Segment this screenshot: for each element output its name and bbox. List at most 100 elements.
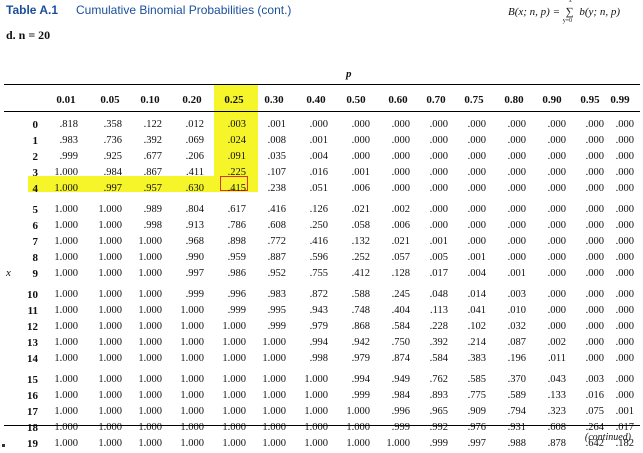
table-cell: .000 — [547, 236, 566, 247]
table-cell: .001 — [309, 135, 328, 146]
table-cell: 1.000 — [54, 438, 78, 449]
table-cell: .000 — [585, 305, 604, 316]
table-cell: .000 — [615, 390, 634, 401]
table-cell: .252 — [351, 252, 370, 263]
table-cell: .000 — [615, 337, 634, 348]
table-cell: .596 — [309, 252, 328, 263]
row-x-value: 16 — [27, 390, 38, 402]
row-x-value: 2 — [32, 151, 39, 163]
table-cell: .000 — [467, 183, 486, 194]
table-cell: .984 — [103, 167, 122, 178]
table-cell: .000 — [547, 289, 566, 300]
table-cell: .000 — [507, 220, 526, 231]
table-cell: 1.000 — [98, 220, 122, 231]
table-cell: 1.000 — [304, 406, 328, 417]
table-cell: 1.000 — [262, 390, 286, 401]
table-cell: .001 — [351, 167, 370, 178]
table-cell: .000 — [615, 183, 634, 194]
continued-note: (continued) — [584, 432, 631, 443]
table-cell: .762 — [429, 374, 448, 385]
table-cell: .984 — [391, 390, 410, 401]
table-cell: .000 — [615, 236, 634, 247]
table-cell: .585 — [467, 374, 486, 385]
table-cell: .412 — [351, 268, 370, 279]
table-cell: .001 — [467, 252, 486, 263]
table-cell: 1.000 — [98, 390, 122, 401]
p-header-cell: 0.01 — [56, 94, 76, 106]
row-x-value: 10 — [27, 289, 38, 301]
table-cell: 1.000 — [98, 406, 122, 417]
table-cell: 1.000 — [54, 268, 78, 279]
table-cell: .051 — [309, 183, 328, 194]
table-cell: .005 — [429, 252, 448, 263]
table-cell: .228 — [429, 321, 448, 332]
table-cell: .021 — [391, 236, 410, 247]
table-cell: .868 — [351, 321, 370, 332]
table-cell: .617 — [227, 204, 246, 215]
table-cell: .878 — [547, 438, 566, 449]
table-cell: 1.000 — [138, 406, 162, 417]
table-cell: .000 — [547, 204, 566, 215]
table-cell: .996 — [227, 289, 246, 300]
row-x-value: 3 — [32, 167, 39, 179]
table-cell: .411 — [186, 167, 204, 178]
row-x-value: 18 — [27, 422, 38, 434]
table-cell: .000 — [615, 220, 634, 231]
table-cell: 1.000 — [304, 438, 328, 449]
table-cell: .091 — [227, 151, 246, 162]
table-cell: .736 — [103, 135, 122, 146]
row-x-value: 8 — [32, 252, 39, 264]
row-x-value: 11 — [27, 305, 38, 317]
table-cell: .001 — [615, 406, 634, 417]
table-cell: .000 — [467, 167, 486, 178]
table-cell: 1.000 — [54, 236, 78, 247]
table-cell: 1.000 — [262, 374, 286, 385]
table-cell: 1.000 — [180, 374, 204, 385]
table-cell: 1.000 — [54, 183, 78, 194]
table-cell: 1.000 — [54, 422, 78, 433]
table-cell: 1.000 — [98, 204, 122, 215]
table-cell: .057 — [391, 252, 410, 263]
table-cell: .058 — [351, 220, 370, 231]
table-cell: .415 — [227, 183, 246, 194]
table-cell: 1.000 — [180, 353, 204, 364]
table-cell: .997 — [103, 183, 122, 194]
formula-lhs: B(x; n, p) = — [508, 6, 561, 18]
table-cell: .997 — [185, 268, 204, 279]
p-header-cell: 0.05 — [100, 94, 120, 106]
table-cell: 1.000 — [386, 438, 410, 449]
table-label: Table A.1 — [6, 3, 59, 17]
table-cell: .999 — [351, 390, 370, 401]
table-cell: .000 — [429, 183, 448, 194]
sigma-lower: y=0 — [562, 18, 573, 24]
table-cell: .000 — [507, 204, 526, 215]
table-cell: .012 — [185, 119, 204, 130]
table-cell: .225 — [227, 167, 246, 178]
table-cell: 1.000 — [180, 438, 204, 449]
table-cell: 1.000 — [98, 321, 122, 332]
table-cell: 1.000 — [138, 289, 162, 300]
table-cell: .608 — [547, 422, 566, 433]
table-cell: 1.000 — [262, 438, 286, 449]
table-cell: 1.000 — [98, 268, 122, 279]
table-cell: .238 — [267, 183, 286, 194]
table-cell: 1.000 — [138, 268, 162, 279]
table-cell: .983 — [267, 289, 286, 300]
table-cell: .986 — [227, 268, 246, 279]
p-header-cell: 0.20 — [182, 94, 202, 106]
marked-cell-box — [220, 176, 248, 191]
table-cell: .000 — [467, 204, 486, 215]
sigma-symbol: ∑ x y=0 — [562, 0, 574, 24]
table-cell: .925 — [103, 151, 122, 162]
table-cell: .011 — [548, 353, 566, 364]
table-cell: .000 — [615, 353, 634, 364]
table-cell: .000 — [585, 353, 604, 364]
table-cell: .000 — [585, 321, 604, 332]
table-cell: .000 — [391, 151, 410, 162]
table-cell: .804 — [185, 204, 204, 215]
table-cell: .008 — [267, 135, 286, 146]
p-header-cell: 0.75 — [464, 94, 484, 106]
table-cell: .001 — [507, 268, 526, 279]
table-cell: .794 — [507, 406, 526, 417]
table-cell: .128 — [391, 268, 410, 279]
